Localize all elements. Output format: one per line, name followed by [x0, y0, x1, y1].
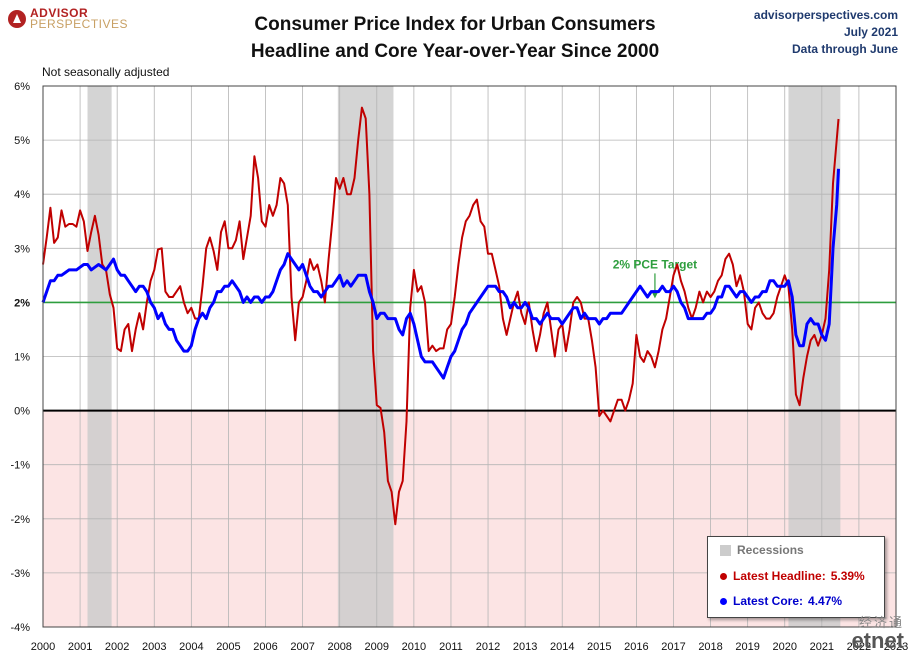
plot-frame — [42, 85, 897, 628]
x-tick-label: 2003 — [142, 641, 166, 653]
x-tick-label: 2012 — [476, 641, 500, 653]
y-tick-label: -1% — [10, 460, 30, 472]
pce-target: 2% PCE Target — [43, 257, 896, 304]
series-lines — [41, 106, 840, 526]
watermark-line1: 经济通 — [858, 615, 904, 630]
legend-core: Latest Core: 4.47% — [720, 594, 842, 608]
x-tick-label: 2005 — [216, 641, 240, 653]
legend-core-label: Latest Core: — [733, 594, 804, 608]
logo-icon — [8, 10, 26, 28]
core-dot-icon — [720, 597, 727, 605]
advisor-perspectives-logo: ADVISOR PERSPECTIVES — [8, 6, 129, 31]
y-tick-label: 3% — [14, 243, 30, 255]
watermark-line2: etnet — [851, 628, 904, 653]
x-tick-label: 2016 — [624, 641, 648, 653]
headline-dot-icon — [720, 572, 727, 580]
y-tick-label: -4% — [10, 622, 30, 634]
x-tick-label: 2008 — [327, 641, 351, 653]
seasonal-note: Not seasonally adjusted — [42, 65, 170, 79]
x-tick-label: 2020 — [772, 641, 796, 653]
source-date: July 2021 — [843, 25, 898, 39]
core-line — [41, 168, 840, 380]
y-tick-label: 5% — [14, 135, 30, 147]
x-tick-label: 2009 — [365, 641, 389, 653]
x-tick-label: 2006 — [253, 641, 277, 653]
legend-headline-label: Latest Headline: — [733, 569, 826, 583]
recession-swatch-icon — [720, 544, 731, 556]
x-tick-label: 2010 — [402, 641, 426, 653]
x-tick-label: 2001 — [68, 641, 92, 653]
y-tick-label: 1% — [14, 352, 30, 364]
x-tick-label: 2022 — [847, 641, 871, 653]
y-tick-label: 4% — [14, 189, 30, 201]
x-tick-label: 2011 — [439, 641, 463, 653]
y-tick-label: 2% — [14, 297, 30, 309]
x-tick-label: 2021 — [810, 641, 834, 653]
x-tick-label: 2019 — [735, 641, 759, 653]
logo-line2: PERSPECTIVES — [30, 17, 129, 31]
source-site: advisorperspectives.com — [753, 8, 898, 22]
target-label: 2% PCE Target — [613, 257, 697, 271]
chart-title-line2: Headline and Core Year-over-Year Since 2… — [250, 41, 660, 62]
chart-title-line1: Consumer Price Index for Urban Consumers — [254, 14, 656, 35]
legend-headline-value: 5.39% — [830, 569, 865, 583]
y-tick-labels: 6% 5% 4% 3% 2% 1% 0% -1% -2% -3% -4% — [10, 81, 30, 634]
x-tick-label: 2017 — [661, 641, 685, 653]
legend-recessions: Recessions — [720, 543, 804, 557]
source-through: Data through June — [791, 42, 898, 56]
x-tick-label: 2007 — [290, 641, 314, 653]
x-tick-label: 2023 — [884, 641, 908, 653]
legend-headline: Latest Headline: 5.39% — [720, 569, 865, 583]
headline-line — [42, 106, 840, 526]
x-tick-label: 2002 — [105, 641, 129, 653]
legend: Recessions Latest Headline: 5.39% Latest… — [707, 536, 885, 618]
legend-recessions-label: Recessions — [737, 543, 804, 557]
y-tick-label: -2% — [10, 514, 30, 526]
x-tick-label: 2013 — [513, 641, 537, 653]
y-tick-label: 0% — [14, 406, 30, 418]
watermark: 经济通 etnet — [851, 612, 904, 653]
x-tick-label: 2004 — [179, 641, 203, 653]
x-tick-label: 2015 — [587, 641, 611, 653]
x-tick-label: 2014 — [550, 641, 574, 653]
y-tick-label: -3% — [10, 568, 30, 580]
x-tick-label: 2000 — [31, 641, 55, 653]
x-tick-label: 2018 — [698, 641, 722, 653]
y-tick-label: 6% — [14, 81, 30, 93]
x-tick-labels: 2000 2001 2002 2003 2004 2005 2006 2007 2008 2009… — [31, 641, 908, 653]
legend-core-value: 4.47% — [808, 594, 843, 608]
plot-border — [42, 85, 897, 628]
logo-line1: ADVISOR — [30, 6, 89, 20]
